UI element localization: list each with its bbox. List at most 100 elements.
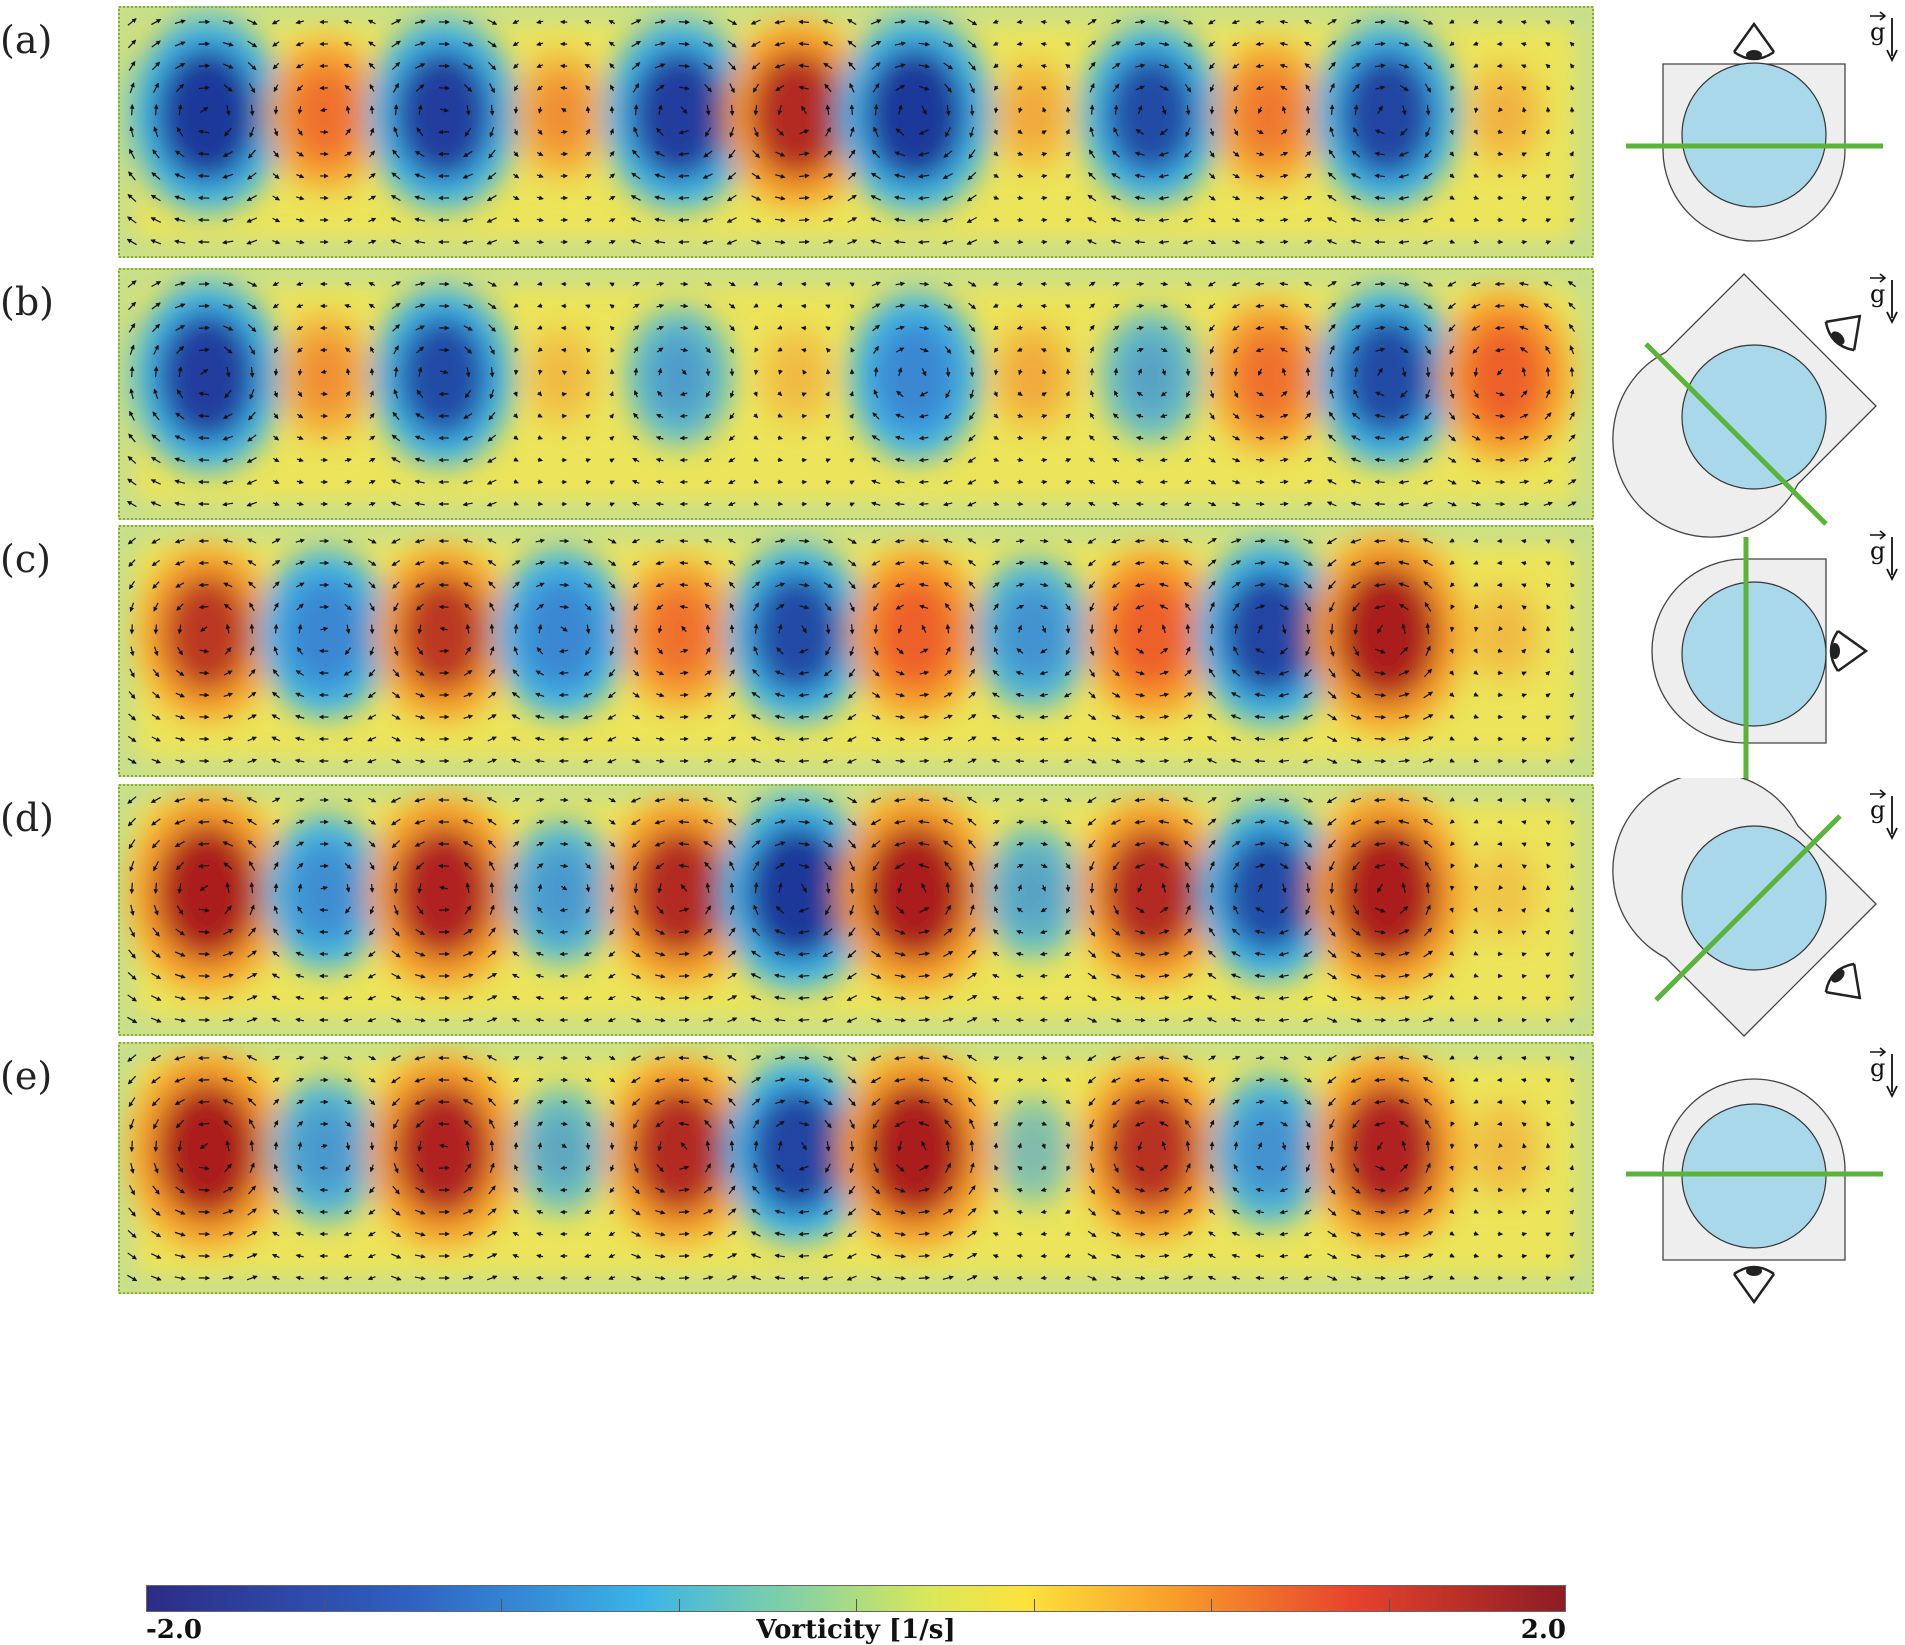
- gravity-indicator: g: [1870, 789, 1898, 841]
- positive-vortex: [163, 574, 251, 693]
- colorbar: -2.0 Vorticity [1/s] 2.0: [146, 1585, 1566, 1645]
- negative-vortex: [1233, 1100, 1305, 1200]
- panel-label: (b): [0, 280, 54, 324]
- observer-eye-icon: [1824, 962, 1862, 1000]
- negative-vortex: [1339, 50, 1435, 178]
- gravity-indicator: g: [1870, 11, 1898, 63]
- positive-vortex: [1103, 828, 1199, 956]
- negative-vortex: [751, 572, 843, 695]
- orientation-schematic: g: [1608, 519, 1905, 819]
- positive-vortex: [1109, 576, 1193, 690]
- negative-vortex: [1105, 53, 1197, 176]
- orientation-schematic: g: [1608, 772, 1905, 1078]
- negative-vortex: [749, 1086, 845, 1214]
- negative-vortex: [1223, 831, 1315, 954]
- negative-vortex: [156, 46, 258, 183]
- negative-vortex: [864, 46, 966, 183]
- velocity-vectors: [126, 18, 1575, 246]
- positive-vortex: [864, 1082, 966, 1219]
- positive-vortex: [1010, 343, 1056, 410]
- positive-vortex: [156, 824, 258, 961]
- positive-vortex: [778, 347, 816, 405]
- gravity-label: g: [1870, 1054, 1885, 1082]
- positive-vortex: [533, 74, 589, 155]
- negative-vortex: [630, 48, 728, 181]
- panel-e: (e) g: [0, 1036, 1905, 1336]
- colorbar-title: Vorticity [1/s]: [756, 1615, 956, 1645]
- positive-vortex: [1488, 866, 1522, 919]
- negative-vortex: [527, 845, 595, 940]
- positive-vortex: [399, 574, 487, 693]
- negative-vortex: [158, 310, 256, 443]
- gravity-indicator: g: [1870, 530, 1898, 582]
- positive-vortex: [749, 50, 845, 178]
- positive-vortex: [1235, 67, 1303, 162]
- vorticity-field: [118, 1042, 1594, 1294]
- observer-eye-icon: [1824, 314, 1862, 352]
- measurement-plane-line: [1654, 814, 1842, 1002]
- gravity-label: g: [1870, 280, 1885, 308]
- positive-vortex: [1486, 1121, 1524, 1179]
- positive-vortex: [1336, 824, 1438, 961]
- negative-vortex: [647, 331, 711, 422]
- positive-vortex: [542, 347, 580, 405]
- positive-vortex: [1233, 326, 1305, 426]
- observer-eye-icon: [1732, 1265, 1776, 1305]
- cylinder: [1681, 344, 1827, 490]
- panel-label: (a): [0, 18, 53, 62]
- negative-vortex: [873, 319, 957, 433]
- panel-a: (a) g: [0, 0, 1905, 300]
- positive-vortex: [1105, 1089, 1197, 1212]
- positive-vortex: [394, 826, 492, 959]
- negative-vortex: [533, 1110, 589, 1191]
- positive-vortex: [1484, 83, 1526, 146]
- measurement-plane-line: [1644, 342, 1828, 526]
- panel-label: (d): [0, 796, 54, 840]
- positive-vortex: [394, 1084, 492, 1217]
- positive-vortex: [1463, 319, 1547, 433]
- panel-b: (b) g: [0, 262, 1905, 562]
- colorbar-min-label: -2.0: [146, 1615, 203, 1645]
- positive-vortex: [156, 1082, 258, 1219]
- velocity-vectors: [127, 1054, 1575, 1282]
- panel-c: (c) g: [0, 519, 1905, 819]
- observer-eye-icon: [1829, 629, 1869, 673]
- gravity-indicator: g: [1870, 273, 1898, 325]
- positive-vortex: [297, 336, 353, 417]
- cylinder: [1681, 825, 1827, 971]
- positive-vortex: [643, 583, 715, 683]
- negative-vortex: [1341, 315, 1433, 438]
- negative-vortex: [394, 48, 492, 181]
- negative-vortex: [397, 315, 489, 438]
- negative-vortex: [1010, 1117, 1056, 1184]
- velocity-vectors: [127, 796, 1576, 1024]
- orientation-schematic: g: [1608, 0, 1905, 300]
- negative-vortex: [997, 583, 1069, 683]
- vorticity-field: [118, 268, 1594, 520]
- positive-vortex: [1338, 1084, 1436, 1217]
- negative-vortex: [1221, 569, 1317, 697]
- negative-vortex: [1121, 333, 1181, 419]
- negative-vortex: [746, 824, 848, 961]
- positive-vortex: [1486, 604, 1524, 662]
- velocity-vectors: [127, 537, 1575, 764]
- panel-label: (e): [0, 1054, 53, 1098]
- cylinder: [1681, 581, 1827, 727]
- cylinder: [1681, 62, 1827, 208]
- observer-eye-icon: [1732, 21, 1776, 61]
- positive-vortex: [289, 64, 361, 164]
- velocity-vectors: [126, 280, 1577, 508]
- positive-vortex: [631, 828, 727, 956]
- positive-vortex: [1336, 565, 1438, 702]
- vorticity-field: [118, 525, 1594, 777]
- gravity-label: g: [1870, 796, 1885, 824]
- positive-vortex: [873, 576, 957, 690]
- positive-vortex: [864, 824, 966, 961]
- gravity-label: g: [1870, 537, 1885, 565]
- panel-label: (c): [0, 537, 51, 581]
- positive-vortex: [1010, 81, 1056, 148]
- negative-vortex: [291, 1103, 359, 1198]
- gravity-indicator: g: [1870, 1047, 1898, 1099]
- orientation-schematic: g: [1608, 262, 1905, 562]
- negative-vortex: [287, 840, 363, 945]
